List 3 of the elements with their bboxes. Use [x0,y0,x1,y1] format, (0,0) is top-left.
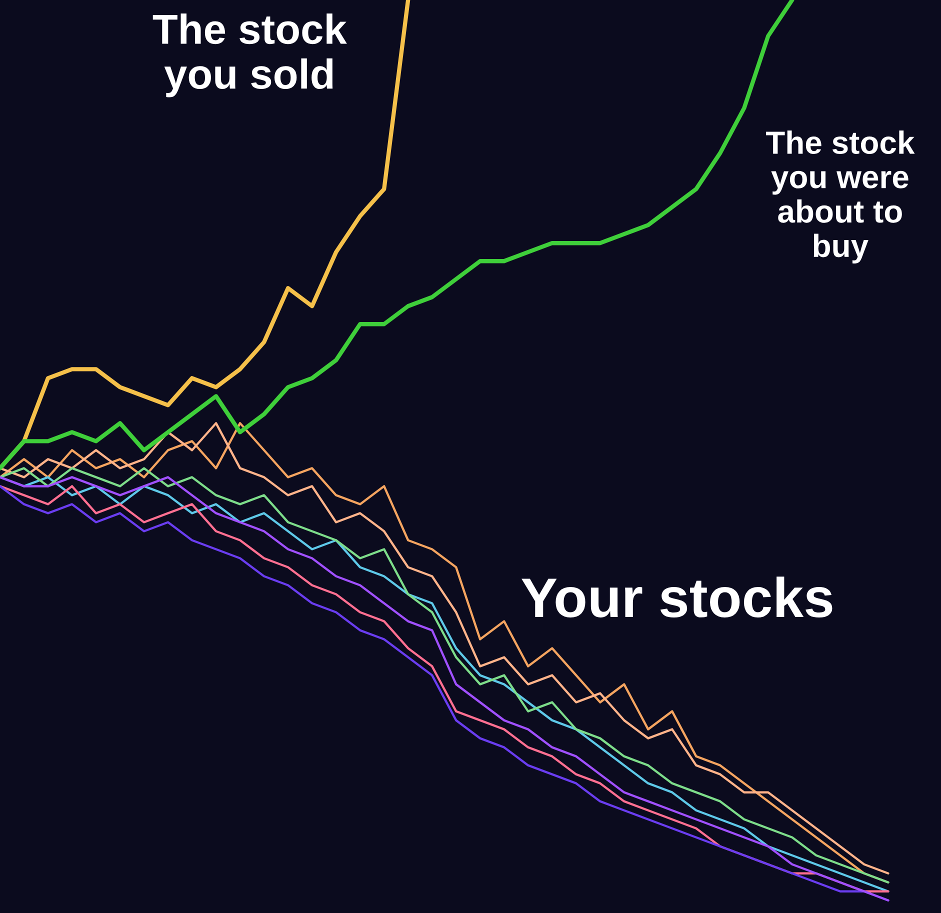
annotation: Your stocks [522,576,832,618]
series-label: The stock you sold [152,14,347,98]
series-label: The stock you were about to buy [766,130,915,264]
